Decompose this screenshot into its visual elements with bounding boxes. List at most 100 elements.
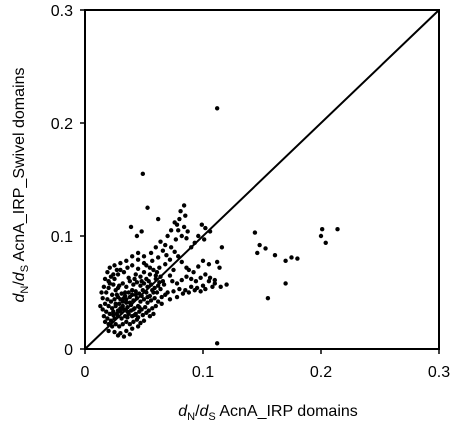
data-point-13 <box>185 229 190 234</box>
data-point-77 <box>151 267 156 273</box>
data-point-75 <box>153 276 158 282</box>
data-point-225 <box>154 290 160 295</box>
data-point-125 <box>112 297 117 302</box>
data-point-106 <box>131 282 136 287</box>
data-point-176 <box>138 320 143 326</box>
y-tick-label-1: 0.1 <box>51 229 73 246</box>
data-point-219 <box>114 292 120 297</box>
data-point-185 <box>106 321 111 327</box>
data-point-196 <box>132 312 137 318</box>
data-point-128 <box>102 301 108 306</box>
data-point-20 <box>189 245 194 250</box>
data-point-193 <box>115 333 121 338</box>
data-point-96 <box>141 269 147 275</box>
data-point-254 <box>172 220 177 225</box>
reference-line-layer <box>84 9 440 350</box>
x-axis-label: dN/dS AcnA_IRP domains <box>178 403 358 423</box>
data-point-0 <box>214 106 220 111</box>
data-point-41 <box>289 255 294 260</box>
data-point-210 <box>146 279 151 284</box>
data-point-90 <box>121 269 127 275</box>
diagonal-line <box>84 9 440 350</box>
data-point-191 <box>130 326 135 331</box>
data-point-184 <box>109 324 115 329</box>
data-point-63 <box>171 289 176 294</box>
data-point-248 <box>141 254 147 259</box>
data-point-141 <box>148 298 154 303</box>
data-point-263 <box>193 279 199 284</box>
data-point-162 <box>108 318 114 323</box>
y-tick-label-0: 0 <box>64 342 73 359</box>
data-point-175 <box>141 318 147 323</box>
data-point-19 <box>192 240 197 245</box>
x-tick-label-3: 0.3 <box>428 364 450 381</box>
data-point-15 <box>203 225 208 231</box>
data-point-160 <box>101 314 107 319</box>
data-point-212 <box>115 308 121 313</box>
data-point-262 <box>189 276 194 282</box>
data-point-267 <box>212 277 217 283</box>
data-point-45 <box>318 233 324 239</box>
data-point-233 <box>130 254 135 259</box>
data-point-80 <box>150 258 155 264</box>
data-point-220 <box>127 294 133 300</box>
data-point-6 <box>183 213 188 218</box>
data-point-99 <box>106 285 111 291</box>
data-point-224 <box>150 288 155 293</box>
data-point-25 <box>164 253 169 258</box>
data-point-44 <box>283 281 288 286</box>
data-point-173 <box>147 314 153 319</box>
y-tick-label-3: 0.3 <box>51 3 73 20</box>
data-point-57 <box>206 279 212 284</box>
data-point-227 <box>161 282 167 287</box>
data-point-94 <box>133 272 138 277</box>
data-point-107 <box>134 280 140 285</box>
data-point-171 <box>140 312 146 318</box>
data-point-213 <box>111 312 116 318</box>
data-point-137 <box>134 295 140 301</box>
data-point-153 <box>125 304 130 310</box>
data-point-62 <box>177 286 182 292</box>
data-point-244 <box>107 281 112 286</box>
data-point-116 <box>144 290 149 295</box>
y-axis-label: dN/dS AcnA_IRP_Swivel domains <box>11 68 31 303</box>
data-point-178 <box>131 319 136 325</box>
data-point-48 <box>335 227 340 232</box>
data-point-256 <box>163 242 168 248</box>
data-point-170 <box>137 309 142 314</box>
data-point-71 <box>192 288 197 293</box>
data-point-9 <box>179 233 184 239</box>
data-point-72 <box>198 289 203 294</box>
data-point-18 <box>201 237 207 242</box>
data-point-190 <box>124 328 129 334</box>
data-point-257 <box>167 273 173 278</box>
data-point-110 <box>145 284 150 290</box>
data-point-139 <box>141 297 147 302</box>
data-point-73 <box>203 286 208 292</box>
data-point-129 <box>106 303 111 309</box>
data-point-2 <box>145 205 150 210</box>
data-point-186 <box>102 319 108 325</box>
data-point-60 <box>189 284 194 290</box>
data-point-154 <box>121 307 127 312</box>
data-point-35 <box>252 230 258 235</box>
data-point-104 <box>124 284 129 290</box>
data-point-27 <box>172 249 177 255</box>
data-point-145 <box>153 303 158 309</box>
data-point-61 <box>183 288 188 293</box>
data-point-232 <box>135 257 141 262</box>
data-point-241 <box>100 307 105 312</box>
data-point-209 <box>139 279 144 284</box>
data-point-243 <box>102 276 108 282</box>
data-point-30 <box>176 254 181 259</box>
data-point-200 <box>121 295 127 301</box>
data-point-55 <box>224 282 229 287</box>
data-point-183 <box>113 321 118 327</box>
data-point-259 <box>174 281 180 286</box>
data-point-69 <box>180 291 186 296</box>
data-point-58 <box>200 283 206 288</box>
data-point-192 <box>135 324 141 329</box>
data-point-127 <box>105 297 110 302</box>
data-point-239 <box>99 290 104 295</box>
data-point-100 <box>109 292 115 297</box>
